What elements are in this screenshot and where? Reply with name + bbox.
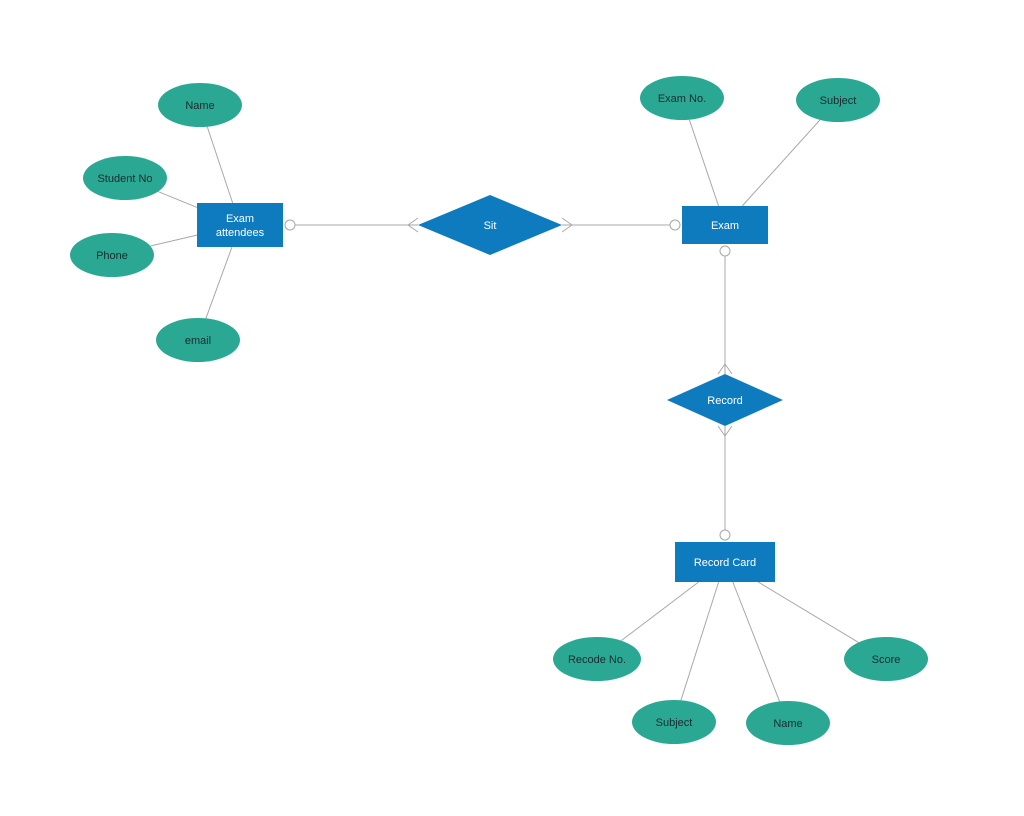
attribute-label: Student No: [97, 173, 152, 185]
edge-attr: [158, 192, 197, 208]
edge-attr: [733, 582, 780, 701]
edge-crow: [562, 218, 572, 225]
attribute-label: Exam No.: [658, 93, 706, 105]
nodes-layer: Exam attendees Exam Record Card Sit Record Nam…: [70, 76, 928, 745]
edge-attr: [681, 582, 719, 700]
entity-label: Record Card: [694, 557, 756, 569]
er-diagram: Exam attendees Exam Record Card Sit Record Nam…: [0, 0, 1024, 816]
edge-ring: [285, 220, 295, 230]
edge-attr: [207, 127, 232, 203]
edge-attr: [206, 247, 232, 318]
edge-ring: [670, 220, 680, 230]
edge-attr: [689, 120, 718, 206]
edge-attr: [742, 120, 820, 206]
edge-crow: [725, 426, 732, 436]
attribute-label: Name: [773, 718, 802, 730]
edge-crow: [725, 364, 732, 374]
relationship-label: Record: [707, 395, 742, 407]
attribute-label: email: [185, 335, 211, 347]
attribute-label: Name: [185, 100, 214, 112]
attribute-label: Subject: [656, 717, 693, 729]
relationship-label: Sit: [484, 220, 497, 232]
edge-crow: [408, 218, 418, 225]
attribute-label: Recode No.: [568, 654, 626, 666]
edge-crow: [562, 225, 572, 232]
edge-attr: [150, 235, 197, 246]
edge-ring: [720, 530, 730, 540]
edge-ring: [720, 246, 730, 256]
edge-attr: [621, 582, 698, 641]
attribute-label: Phone: [96, 250, 128, 262]
entity-exam_attendees: [197, 203, 283, 247]
attribute-label: Subject: [820, 95, 857, 107]
entity-label: Exam: [711, 220, 739, 232]
entity-label: attendees: [216, 227, 265, 239]
edge-attr: [758, 582, 858, 642]
edge-crow: [408, 225, 418, 232]
entity-label: Exam: [226, 213, 254, 225]
edge-marks-layer: [285, 218, 732, 540]
edge-crow: [718, 364, 725, 374]
edge-crow: [718, 426, 725, 436]
attribute-label: Score: [872, 654, 901, 666]
